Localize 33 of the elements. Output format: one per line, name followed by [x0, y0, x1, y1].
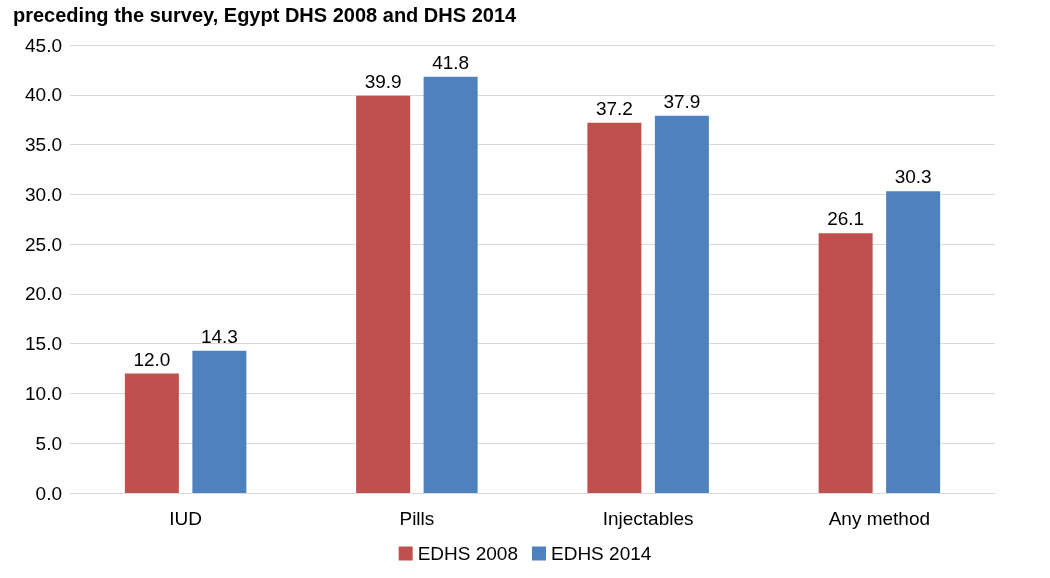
data-label: 14.3: [200, 325, 238, 347]
legend-label: EDHS 2014: [551, 543, 652, 564]
bar: [587, 122, 642, 493]
y-tick-label: 20.0: [25, 283, 62, 305]
y-tick-label: 10.0: [25, 382, 62, 404]
bar: [356, 95, 411, 493]
bar: [818, 233, 873, 493]
x-tick-label: Injectables: [602, 508, 694, 529]
data-label: 39.9: [364, 70, 402, 92]
bar: [654, 115, 709, 493]
data-label: 37.9: [663, 90, 701, 112]
bar: [192, 350, 247, 493]
data-label: 37.2: [595, 97, 633, 119]
y-tick-label: 45.0: [25, 34, 62, 56]
x-tick-label: IUD: [169, 508, 202, 529]
data-label: 41.8: [432, 51, 470, 73]
y-tick-label: 25.0: [25, 233, 62, 255]
data-label: 30.3: [894, 166, 932, 188]
chart-title: preceding the survey, Egypt DHS 2008 and DHS 2014: [13, 4, 518, 26]
bar: [423, 76, 478, 493]
x-tick-label: Any method: [828, 508, 931, 529]
data-label: 12.0: [133, 348, 171, 370]
bar: [886, 191, 941, 493]
bar: [124, 373, 179, 493]
legend-label: EDHS 2008: [417, 543, 519, 564]
y-tick-label: 30.0: [25, 183, 62, 205]
y-tick-label: 0.0: [35, 482, 62, 504]
x-tick-label: Pills: [399, 508, 435, 529]
y-tick-label: 40.0: [25, 84, 62, 106]
y-tick-label: 35.0: [25, 134, 62, 156]
data-label: 26.1: [827, 208, 865, 230]
y-tick-label: 5.0: [35, 432, 62, 454]
y-tick-label: 15.0: [25, 333, 62, 355]
